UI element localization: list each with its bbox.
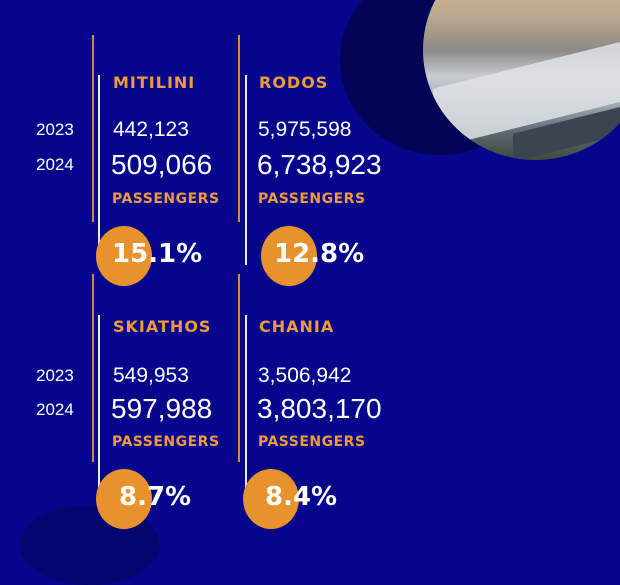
- divider-white: [245, 75, 247, 265]
- growth-circle: [243, 469, 299, 529]
- passengers-2023: 549,953: [113, 364, 189, 387]
- growth-percent: 8.7%: [119, 482, 192, 512]
- growth-circle: [96, 226, 152, 286]
- year-label-2024: 2024: [36, 155, 74, 174]
- year-label-2023: 2023: [36, 120, 74, 139]
- passengers-2024: 597,988: [111, 393, 213, 424]
- airport-name: CHANIA: [259, 317, 335, 336]
- divider-orange: [238, 274, 240, 462]
- divider-white: [245, 315, 247, 502]
- airport-name: MITILINI: [113, 73, 196, 92]
- growth-percent: 12.8%: [274, 239, 365, 269]
- passengers-label: PASSENGERS: [258, 191, 366, 207]
- divider-white: [98, 75, 100, 265]
- growth-circle: [96, 469, 152, 529]
- airport-name: SKIATHOS: [113, 317, 212, 336]
- year-label-2024: 2024: [36, 400, 74, 419]
- passengers-label: PASSENGERS: [112, 434, 220, 450]
- airport-photo: [423, 0, 620, 160]
- passengers-2024: 6,738,923: [257, 149, 382, 180]
- growth-percent: 8.4%: [265, 482, 338, 512]
- divider-white: [98, 315, 100, 502]
- growth-circle: [261, 226, 317, 286]
- passengers-label: PASSENGERS: [112, 191, 220, 207]
- airport-name: RODOS: [259, 73, 329, 92]
- year-label-2023: 2023: [36, 366, 74, 385]
- passengers-2023: 3,506,942: [258, 364, 352, 387]
- passengers-2023: 5,975,598: [258, 118, 352, 141]
- passengers-2024: 509,066: [111, 149, 213, 180]
- divider-orange: [238, 35, 240, 222]
- passengers-2023: 442,123: [113, 118, 189, 141]
- divider-orange: [92, 35, 94, 222]
- passengers-2024: 3,803,170: [257, 393, 382, 424]
- divider-orange: [92, 274, 94, 462]
- growth-percent: 15.1%: [112, 239, 203, 269]
- passengers-label: PASSENGERS: [258, 434, 366, 450]
